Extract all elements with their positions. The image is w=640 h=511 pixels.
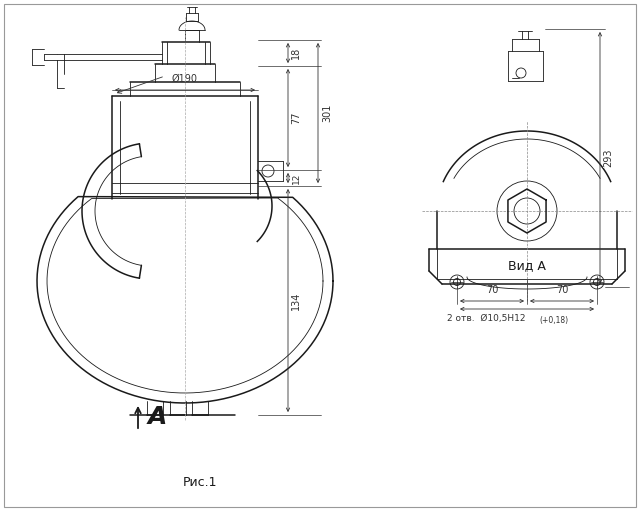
Text: 18: 18 [291,47,301,59]
Text: Вид А: Вид А [508,259,546,272]
Text: 77: 77 [291,112,301,124]
Text: 293: 293 [603,149,613,167]
Text: 301: 301 [322,104,332,122]
Text: 70: 70 [556,285,568,295]
Text: Рис.1: Рис.1 [183,476,217,490]
Text: А: А [148,405,168,429]
Text: 134: 134 [291,291,301,310]
Text: (+0,18): (+0,18) [539,316,568,325]
Text: 2 отв.  Ø10,5Н12: 2 отв. Ø10,5Н12 [447,314,525,323]
Text: Ø190: Ø190 [172,74,198,84]
Text: 12: 12 [291,172,301,183]
Text: 70: 70 [486,285,498,295]
